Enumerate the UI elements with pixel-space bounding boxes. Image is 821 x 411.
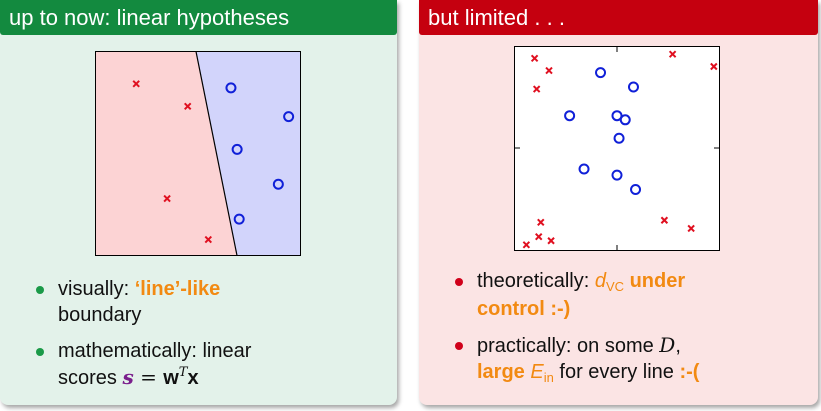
dvc-symbol: d (594, 270, 606, 292)
cross-point (522, 241, 531, 249)
cross-point (687, 224, 695, 233)
axis-ticks (514, 46, 720, 251)
boundary-text: boundary (58, 304, 142, 326)
cross-point (183, 102, 192, 111)
circle-point (231, 143, 243, 155)
theoretically-prefix: theoretically: (477, 270, 595, 292)
decision-boundary-line (195, 51, 238, 256)
line-like-highlight: ‘line’-like (134, 278, 221, 300)
plot-background (514, 46, 720, 251)
left-bullet-list: visually: ‘line’-like boundary mathemati… (36, 276, 386, 404)
circle-point (630, 184, 642, 195)
left-panel: up to now: linear hypotheses visually: ‘… (0, 0, 397, 405)
bullet-visually: visually: ‘line’-like boundary (36, 276, 386, 328)
circle-point (564, 110, 576, 122)
comma: , (675, 335, 681, 357)
mathematically-text: mathematically: linear (58, 340, 252, 362)
input-vector: x (187, 367, 199, 389)
bullet-practically: practically: on some D, large Ein for ev… (455, 332, 810, 387)
circle-point (619, 114, 631, 126)
dataset-symbol: D (659, 333, 676, 357)
circle-point (613, 132, 625, 144)
visually-prefix: visually: (58, 278, 135, 300)
right-panel: but limited . . . theoretically: dVC und… (419, 0, 818, 405)
sad-emoticon: :-( (679, 361, 700, 383)
weight-vector: w (163, 367, 179, 389)
under-text: under (624, 270, 686, 292)
cross-point (532, 85, 541, 93)
negative-region (196, 51, 301, 256)
transpose-superscript: T (178, 365, 188, 380)
circle-point (627, 81, 639, 93)
control-text: control :-) (477, 298, 571, 320)
circle-point (611, 169, 623, 181)
score-symbol: s (122, 365, 134, 389)
dvc-subscript: VC (605, 279, 625, 294)
left-plot (95, 51, 301, 256)
bullet-dot (455, 278, 463, 286)
circle-point (233, 213, 245, 225)
bullet-dot (36, 348, 44, 356)
circle-point (272, 178, 284, 190)
right-plot (514, 46, 720, 251)
cross-point (204, 235, 213, 244)
circle-point (611, 110, 623, 122)
large-text: large (477, 361, 531, 383)
bullet-dot (36, 286, 44, 294)
circle-point (225, 82, 237, 94)
cross-point (545, 66, 553, 75)
cross-point (660, 216, 669, 224)
cross-point (668, 50, 677, 58)
circle-point (283, 111, 295, 123)
cross-point (547, 237, 555, 245)
bullet-mathematically: mathematically: linear scores s = wTx (36, 338, 386, 394)
left-panel-title: up to now: linear hypotheses (0, 0, 397, 35)
bullet-theoretically: theoretically: dVC under control :-) (455, 268, 810, 322)
cross-point (537, 218, 545, 227)
cross-point (710, 62, 718, 71)
ein-subscript: in (543, 370, 554, 385)
circle-point (595, 67, 607, 79)
right-bullet-list: theoretically: dVC under control :-) pra… (455, 268, 810, 397)
cross-point (163, 194, 171, 203)
ein-symbol: E (530, 361, 544, 383)
cross-point (535, 232, 543, 241)
cross-point (530, 54, 539, 63)
practically-prefix: practically: on some (477, 335, 660, 357)
cross-point (132, 80, 140, 88)
bullet-dot (455, 342, 463, 350)
scores-prefix: scores (58, 367, 123, 389)
every-line-text: for every line (553, 361, 680, 383)
right-panel-title: but limited . . . (419, 0, 818, 35)
circle-point (578, 163, 590, 175)
equals-sign: = (133, 365, 164, 389)
positive-region (95, 51, 237, 256)
plot-frame (95, 51, 301, 256)
